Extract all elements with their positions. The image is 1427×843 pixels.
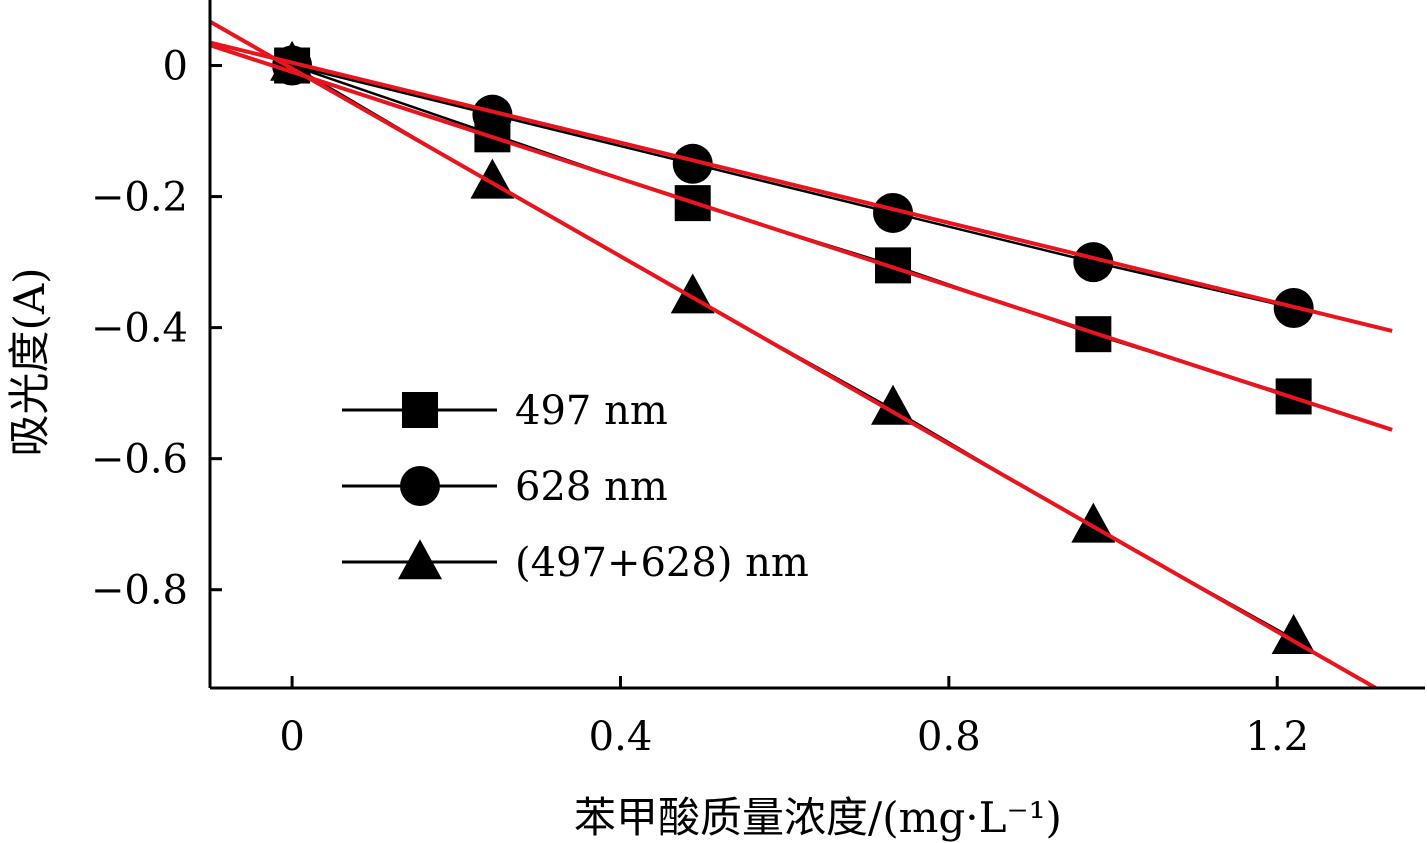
legend-label: 628 nm — [515, 464, 668, 510]
legend-item: (497+628) nm — [342, 539, 809, 586]
series-line — [291, 64, 1295, 398]
legend-item: 497 nm — [342, 388, 668, 434]
x-tick-label: 0.4 — [589, 714, 653, 760]
data-point-triangle — [1271, 614, 1316, 655]
y-tick-label: 0 — [163, 44, 188, 90]
data-point-circle — [672, 143, 713, 184]
y-axis-title: 吸光度(A) — [5, 267, 54, 456]
fit-line — [209, 43, 1393, 432]
legend-label: (497+628) nm — [515, 540, 809, 586]
data-point-triangle — [871, 384, 916, 425]
axes — [208, 0, 1425, 690]
legend-marker-square — [402, 392, 438, 428]
y-tick-label: −0.6 — [91, 437, 188, 483]
ticks: 0 0.4 0.8 1.2 0 −0.2 −0.4 −0.6 −0.8 — [91, 44, 1309, 760]
legend-item: 628 nm — [342, 464, 668, 510]
fit-lines — [209, 19, 1393, 690]
y-tick-label: −0.4 — [91, 306, 188, 352]
x-tick-label: 1.2 — [1245, 714, 1309, 760]
legend: 497 nm 628 nm (497+628) nm — [342, 388, 809, 586]
series-line — [291, 64, 1294, 310]
legend-marker-circle — [400, 466, 440, 506]
fit-line — [209, 19, 1377, 690]
data-point-circle — [873, 192, 914, 233]
series-square — [274, 47, 1312, 415]
x-tick-label: 0.8 — [917, 714, 981, 760]
legend-label: 497 nm — [515, 388, 668, 434]
x-axis-title: 苯甲酸质量浓度/(mg·L⁻¹) — [574, 793, 1062, 842]
x-tick-label: 0 — [279, 714, 304, 760]
fit-line — [209, 40, 1393, 333]
legend-marker-triangle — [398, 539, 442, 580]
data-point-circle — [1073, 242, 1114, 283]
y-tick-label: −0.2 — [91, 175, 188, 221]
y-tick-label: −0.8 — [91, 568, 188, 614]
data-point-circle — [472, 94, 513, 135]
